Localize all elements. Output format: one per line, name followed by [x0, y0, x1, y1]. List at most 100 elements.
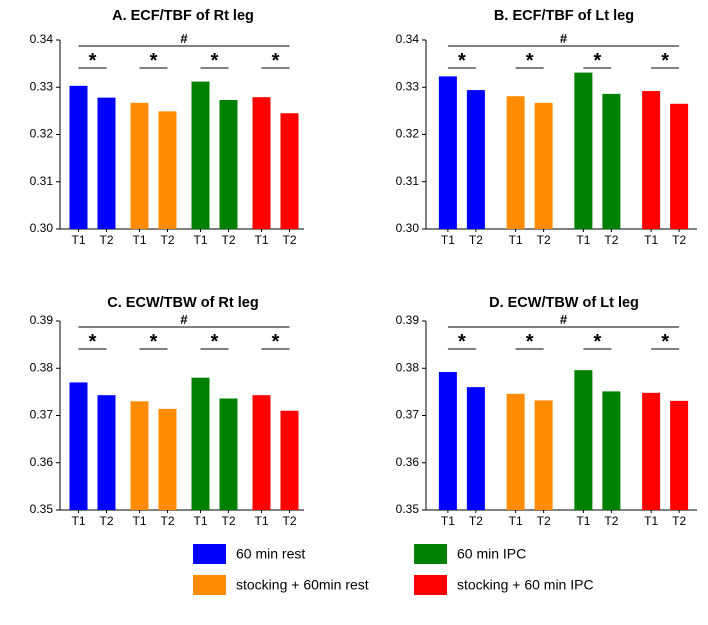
x-tick-label: T2 [282, 233, 296, 247]
bar-rest-T1 [69, 382, 88, 510]
significance-star: * [150, 331, 158, 353]
x-tick-label: T1 [132, 233, 146, 247]
chart-title: B. ECF/TBF of Lt leg [494, 8, 634, 24]
chart-title: A. ECF/TBF of Rt leg [112, 8, 254, 24]
y-tick-label: 0.38 [396, 360, 420, 374]
chart-panel-1: A. ECF/TBF of Rt leg 0.30 0.31 0.32 0.33 0.34… [30, 8, 304, 247]
y-tick-label: 0.37 [30, 408, 54, 422]
x-tick-label: T1 [644, 233, 658, 247]
bar-stocking_ipc-T1 [642, 392, 661, 510]
x-tick-label: T2 [160, 514, 174, 528]
bar-rest-T1 [438, 372, 457, 510]
x-tick-label: T2 [469, 233, 483, 247]
bar-rest-T1 [69, 85, 88, 230]
bar-stocking_ipc-T2 [280, 113, 299, 229]
x-tick-label: T1 [71, 233, 85, 247]
y-tick-label: 0.35 [396, 502, 420, 516]
overall-significance-marker: # [560, 31, 568, 46]
chart-panel-3: C. ECW/TBW of Rt leg 0.35 0.36 0.37 0.38 0.39… [30, 295, 304, 528]
x-tick-label: T2 [604, 233, 618, 247]
bar-rest-T2 [97, 97, 116, 230]
x-tick-label: T2 [537, 233, 551, 247]
bar-stocking_ipc-T2 [670, 103, 689, 229]
x-tick-label: T1 [132, 514, 146, 528]
y-tick-label: 0.33 [30, 79, 54, 93]
bar-ipc-T1 [574, 72, 593, 229]
significance-star: * [593, 50, 601, 72]
significance-star: * [150, 50, 158, 72]
significance-star: * [272, 331, 280, 353]
bar-stocking_rest-T2 [158, 111, 177, 229]
y-tick-label: 0.35 [30, 502, 54, 516]
y-tick-label: 0.39 [396, 313, 420, 327]
y-tick-label: 0.32 [396, 127, 420, 141]
chart-title: D. ECW/TBW of Lt leg [489, 295, 639, 311]
x-tick-label: T2 [672, 514, 686, 528]
legend-swatch-stocking_ipc [414, 575, 447, 595]
significance-star: * [526, 50, 534, 72]
bar-stocking_ipc-T2 [670, 400, 689, 510]
x-tick-label: T2 [99, 514, 113, 528]
chart-title: C. ECW/TBW of Rt leg [107, 295, 258, 311]
bar-stocking_ipc-T1 [252, 97, 271, 229]
y-tick-label: 0.38 [30, 360, 54, 374]
bar-rest-T2 [466, 387, 485, 510]
x-tick-label: T2 [672, 233, 686, 247]
significance-star: * [211, 50, 219, 72]
x-tick-label: T2 [537, 514, 551, 528]
x-tick-label: T2 [221, 514, 235, 528]
x-tick-label: T1 [193, 514, 207, 528]
bar-stocking_ipc-T1 [252, 395, 271, 510]
y-tick-label: 0.30 [396, 221, 420, 235]
legend-swatch-ipc [414, 544, 447, 564]
x-tick-label: T1 [441, 233, 455, 247]
significance-star: * [89, 50, 97, 72]
x-tick-label: T2 [160, 233, 174, 247]
legend-label: stocking + 60 min IPC [457, 577, 594, 593]
significance-star: * [593, 331, 601, 353]
x-tick-label: T2 [99, 233, 113, 247]
overall-significance-marker: # [180, 31, 188, 46]
y-tick-label: 0.36 [396, 455, 420, 469]
x-tick-label: T2 [282, 514, 296, 528]
significance-star: * [89, 331, 97, 353]
significance-star: * [272, 50, 280, 72]
bar-ipc-T2 [602, 93, 621, 230]
y-tick-label: 0.39 [30, 313, 54, 327]
bar-stocking_rest-T1 [506, 393, 525, 510]
bar-ipc-T1 [191, 81, 210, 229]
overall-significance-marker: # [180, 312, 188, 327]
x-tick-label: T2 [469, 514, 483, 528]
legend-swatch-rest [193, 544, 226, 564]
bar-stocking_rest-T2 [534, 102, 553, 229]
y-tick-label: 0.37 [396, 408, 420, 422]
x-tick-label: T1 [193, 233, 207, 247]
y-tick-label: 0.34 [30, 32, 54, 46]
legend-label: 60 min rest [236, 546, 305, 562]
legend-label: 60 min IPC [457, 546, 526, 562]
bar-stocking_rest-T1 [130, 102, 149, 229]
y-tick-label: 0.36 [30, 455, 54, 469]
legend: 60 min rest 60 min IPC stocking + 60min re… [193, 544, 594, 595]
bar-ipc-T1 [574, 370, 593, 510]
significance-star: * [211, 331, 219, 353]
bar-rest-T2 [466, 90, 485, 230]
x-tick-label: T2 [221, 233, 235, 247]
bar-stocking_rest-T1 [130, 401, 149, 510]
chart-panel-2: B. ECF/TBF of Lt leg 0.30 0.31 0.32 0.33 0.34… [396, 8, 697, 247]
significance-star: * [661, 50, 669, 72]
chart-panel-4: D. ECW/TBW of Lt leg 0.35 0.36 0.37 0.38 0.39… [396, 295, 697, 528]
y-tick-label: 0.31 [396, 174, 420, 188]
significance-star: * [526, 331, 534, 353]
bar-stocking_rest-T1 [506, 96, 525, 229]
bar-ipc-T2 [602, 391, 621, 510]
x-tick-label: T1 [576, 514, 590, 528]
y-tick-label: 0.34 [396, 32, 420, 46]
overall-significance-marker: # [560, 312, 568, 327]
x-tick-label: T1 [576, 233, 590, 247]
bar-stocking_rest-T2 [534, 400, 553, 510]
x-tick-label: T1 [644, 514, 658, 528]
bar-rest-T1 [438, 76, 457, 229]
x-tick-label: T2 [604, 514, 618, 528]
